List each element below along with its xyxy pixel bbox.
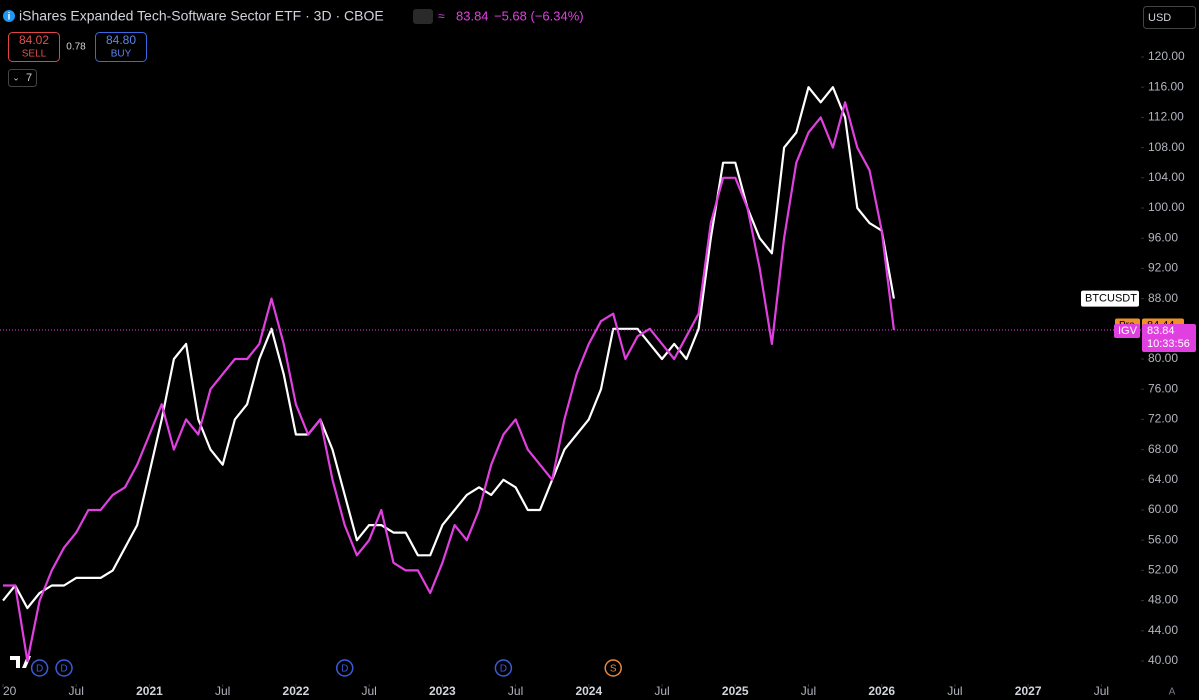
buy-price: 84.80: [106, 33, 136, 47]
y-tick-label: 72.00: [1148, 412, 1178, 426]
sell-button[interactable]: [8, 32, 60, 62]
y-tick-label: 48.00: [1148, 593, 1178, 607]
event-label: D: [36, 664, 43, 675]
sell-label: SELL: [22, 49, 47, 60]
spread: 0.78: [66, 42, 86, 53]
series-tag: [1081, 290, 1139, 307]
series-name: BTCUSDT: [1085, 292, 1137, 304]
x-tick-label: Jul: [1094, 684, 1109, 698]
series-tag: [1114, 323, 1140, 338]
x-tick-label: 20: [3, 684, 17, 698]
x-tick-label: 2027: [1015, 684, 1042, 698]
x-tick-label: 2026: [868, 684, 895, 698]
y-tick-label: 56.00: [1148, 532, 1178, 546]
y-tick-label: 80.00: [1148, 351, 1178, 365]
separator: ≈: [438, 9, 445, 23]
event-marker[interactable]: [604, 659, 622, 677]
y-tick-label: 52.00: [1148, 563, 1178, 577]
x-tick-label: Jul: [801, 684, 816, 698]
indicators-toggle[interactable]: [8, 69, 37, 87]
series-line: [3, 101, 895, 663]
info-icon[interactable]: [3, 10, 15, 22]
x-tick-label: 2021: [136, 684, 163, 698]
y-tick-label: 120.00: [1148, 49, 1185, 63]
currency: USD: [1148, 12, 1171, 24]
price-change: −5.68 (−6.34%): [494, 8, 584, 23]
y-tick-label: 40.00: [1148, 653, 1178, 667]
y-tick-label: 96.00: [1148, 230, 1178, 244]
x-tick-label: Jul: [947, 684, 962, 698]
buy-label: BUY: [111, 49, 132, 60]
event-marker[interactable]: [335, 659, 354, 677]
axes: 40.00 44.00 48.00 52.00 56.00 60.00 64.00 68.00…: [2, 49, 1185, 698]
currency-button[interactable]: [1143, 6, 1196, 29]
x-tick-label: Jul: [654, 684, 669, 698]
x-tick-label: Jul: [361, 684, 376, 698]
y-tick-label: 60.00: [1148, 502, 1178, 516]
y-tick-label: 68.00: [1148, 442, 1178, 456]
event-label: S: [610, 664, 617, 675]
y-tick-label: 104.00: [1148, 170, 1185, 184]
y-tick-label: 76.00: [1148, 381, 1178, 395]
event-marker[interactable]: [30, 659, 49, 677]
event-label: D: [341, 664, 348, 675]
x-tick-label: Jul: [69, 684, 84, 698]
y-tick-label: 92.00: [1148, 261, 1178, 275]
x-tick-label: 2022: [283, 684, 310, 698]
event-label: D: [60, 664, 67, 675]
last-price: 83.84: [456, 8, 489, 23]
countdown: 10:33:56: [1147, 338, 1190, 350]
info-glyph: i: [8, 12, 11, 23]
market-status: [413, 9, 433, 24]
x-tick-label: 2024: [575, 684, 602, 698]
y-tick-label: 108.00: [1148, 140, 1185, 154]
x-tick-label: Jul: [215, 684, 230, 698]
chart-title: iShares Expanded Tech-Software Sector ET…: [19, 8, 384, 24]
y-tick-label: 100.00: [1148, 200, 1185, 214]
x-tick-label: 2025: [722, 684, 749, 698]
event-marker[interactable]: [55, 659, 73, 677]
sell-price: 84.02: [19, 33, 49, 47]
logo: [10, 656, 31, 668]
event-label: D: [500, 664, 507, 675]
y-tick-label: 44.00: [1148, 623, 1178, 637]
price-box: [1142, 323, 1196, 352]
chevron: ⌄: [12, 72, 20, 82]
y-tick-label: 64.00: [1148, 472, 1178, 486]
event-marker[interactable]: [494, 659, 513, 677]
x-tick-label: 2023: [429, 684, 456, 698]
last-price-tag: 83.84: [1147, 325, 1175, 337]
y-tick-label: 116.00: [1148, 79, 1184, 93]
scale-mode[interactable]: A: [1169, 687, 1176, 698]
buy-button[interactable]: [95, 32, 147, 62]
y-tick-label: 112.00: [1148, 110, 1184, 124]
x-tick-label: Jul: [508, 684, 523, 698]
indicator-count: 7: [26, 72, 32, 84]
y-tick-label: 88.00: [1148, 291, 1178, 305]
series-name: IGV: [1118, 325, 1138, 337]
